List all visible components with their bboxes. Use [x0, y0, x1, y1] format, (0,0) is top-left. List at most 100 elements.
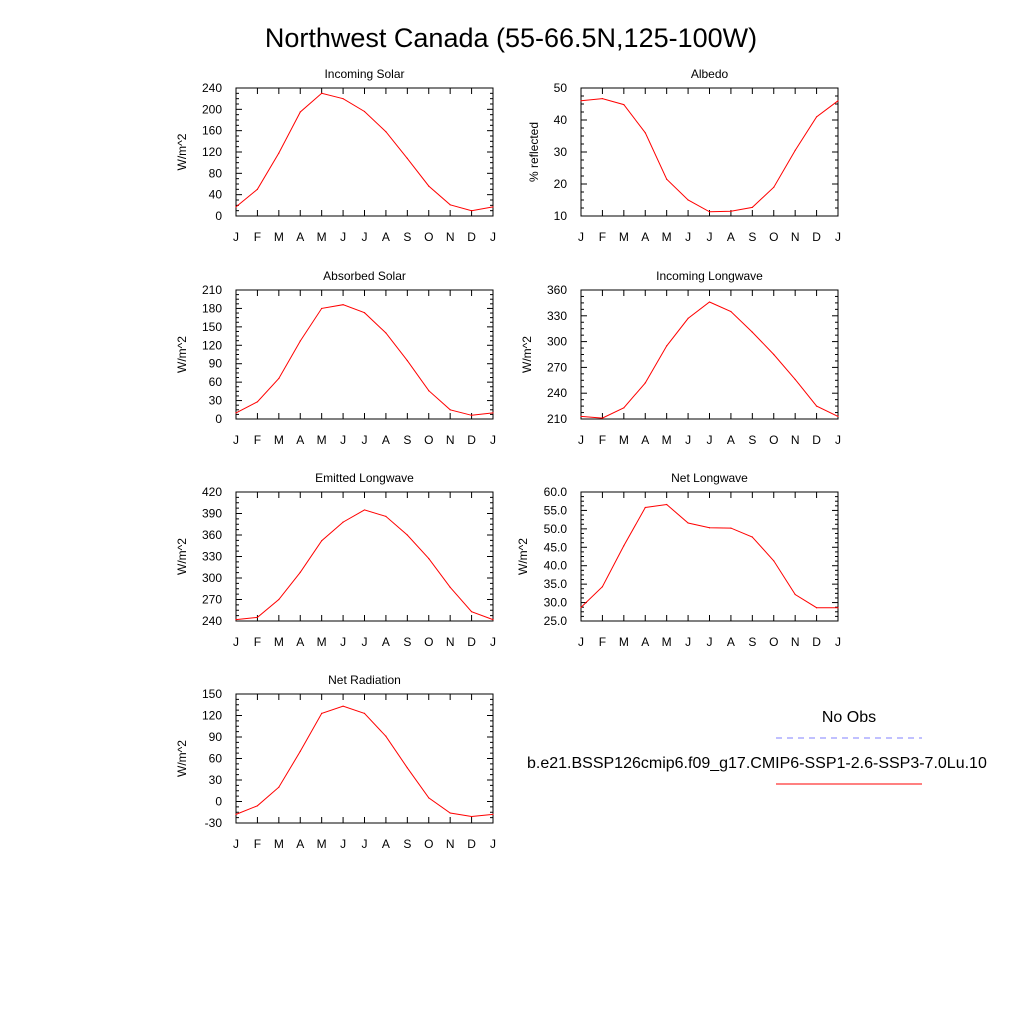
- x-tick-label: J: [835, 230, 841, 244]
- y-tick-label: 210: [547, 412, 567, 426]
- y-tick-label: 40: [209, 188, 223, 202]
- x-tick-label: M: [662, 230, 672, 244]
- y-tick-label: 80: [209, 166, 223, 180]
- y-axis-label: W/m^2: [175, 336, 189, 373]
- legend-model-label: b.e21.BSSP126cmip6.f09_g17.CMIP6-SSP1-2.…: [527, 755, 987, 772]
- data-point: [235, 206, 237, 208]
- y-tick-label: 55.0: [544, 503, 568, 517]
- x-tick-label: N: [446, 433, 455, 447]
- y-tick-label: 160: [202, 124, 222, 138]
- data-point: [342, 304, 344, 306]
- data-point: [256, 401, 259, 403]
- y-tick-label: 50.0: [544, 522, 568, 536]
- data-point: [492, 206, 494, 208]
- x-tick-label: A: [296, 635, 304, 649]
- x-tick-label: J: [578, 433, 584, 447]
- data-point: [256, 616, 259, 619]
- data-point: [580, 606, 582, 608]
- x-tick-label: D: [812, 230, 821, 244]
- y-tick-label: 10: [554, 209, 568, 223]
- y-tick-label: 330: [202, 550, 222, 564]
- data-point: [299, 750, 301, 752]
- data-point: [428, 797, 430, 799]
- data-point: [278, 377, 280, 380]
- data-point: [687, 522, 689, 524]
- y-tick-label: 30: [554, 145, 568, 159]
- y-tick-label: 300: [202, 571, 222, 585]
- data-point: [470, 414, 473, 416]
- data-point: [449, 204, 451, 206]
- y-tick-label: 240: [202, 614, 222, 628]
- legend-obs-label: No Obs: [822, 709, 876, 726]
- data-point: [256, 805, 259, 807]
- data-point: [342, 98, 344, 100]
- y-tick-label: 40: [554, 113, 568, 127]
- y-tick-label: 90: [209, 357, 223, 371]
- data-point: [492, 618, 494, 621]
- data-point: [363, 110, 366, 113]
- x-tick-label: J: [707, 433, 713, 447]
- data-point: [385, 332, 387, 334]
- data-point: [601, 417, 604, 419]
- plot-frame: [580, 87, 839, 217]
- y-tick-label: 120: [202, 145, 222, 159]
- data-point: [623, 104, 625, 106]
- x-tick-label: N: [446, 837, 455, 851]
- x-tick-label: A: [382, 230, 390, 244]
- x-tick-label: J: [362, 433, 368, 447]
- x-tick-label: S: [403, 433, 411, 447]
- y-tick-label: 50: [554, 81, 568, 95]
- y-tick-label: 35.0: [544, 577, 568, 591]
- panel-title: Incoming Longwave: [656, 269, 763, 283]
- y-tick-label: 270: [202, 593, 222, 607]
- x-tick-label: M: [274, 433, 284, 447]
- x-tick-label: N: [446, 230, 455, 244]
- data-point: [730, 527, 732, 529]
- x-tick-label: J: [233, 230, 239, 244]
- x-tick-label: D: [812, 433, 821, 447]
- y-tick-label: 210: [202, 283, 222, 297]
- x-tick-label: O: [424, 837, 433, 851]
- x-tick-label: M: [274, 635, 284, 649]
- x-tick-label: J: [578, 635, 584, 649]
- plot-frame: [235, 491, 494, 622]
- data-point: [580, 415, 582, 418]
- data-point: [815, 116, 818, 118]
- data-point: [449, 812, 451, 814]
- x-tick-label: J: [233, 433, 239, 447]
- data-point: [666, 503, 668, 506]
- data-point: [363, 509, 366, 511]
- x-tick-label: S: [403, 635, 411, 649]
- data-point: [815, 607, 818, 609]
- data-point: [385, 515, 387, 517]
- x-tick-label: A: [727, 635, 735, 649]
- data-point: [794, 593, 796, 596]
- y-tick-label: 45.0: [544, 540, 568, 554]
- x-tick-label: F: [599, 433, 606, 447]
- data-point: [342, 521, 344, 523]
- y-tick-label: 200: [202, 102, 222, 116]
- x-tick-label: M: [662, 433, 672, 447]
- x-tick-label: A: [641, 635, 649, 649]
- x-tick-label: A: [727, 230, 735, 244]
- x-tick-label: N: [791, 635, 800, 649]
- y-tick-label: 30: [209, 773, 223, 787]
- x-tick-label: S: [748, 230, 756, 244]
- series-line: [580, 301, 839, 419]
- x-tick-label: J: [578, 230, 584, 244]
- data-point: [299, 111, 301, 113]
- x-tick-label: O: [769, 635, 778, 649]
- x-tick-label: J: [685, 433, 691, 447]
- x-tick-label: J: [340, 433, 346, 447]
- data-point: [666, 345, 668, 347]
- data-point: [363, 712, 366, 714]
- data-point: [406, 534, 408, 536]
- y-tick-label: 180: [202, 301, 222, 315]
- y-tick-label: 360: [202, 528, 222, 542]
- x-tick-label: J: [490, 433, 496, 447]
- x-tick-label: A: [382, 433, 390, 447]
- x-tick-label: A: [382, 635, 390, 649]
